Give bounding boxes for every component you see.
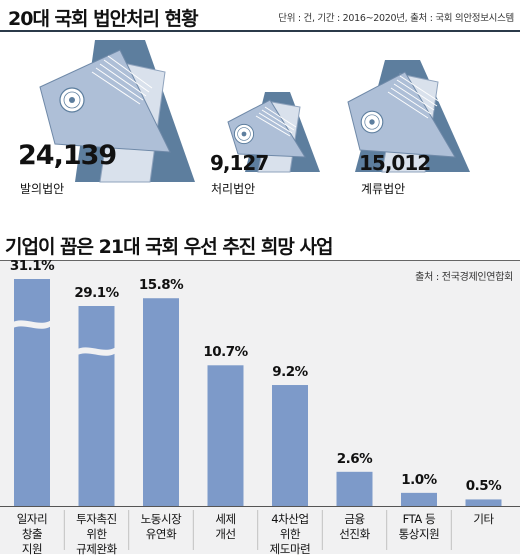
section1-title: 20대 국회 법안처리 현황 — [8, 8, 199, 30]
category-label: 투자촉진 위한 규제완화 — [76, 512, 117, 556]
section2-title: 기업이 꼽은 21대 국회 우선 추진 희망 사업 — [5, 236, 333, 258]
bar-value-label: 1.0% — [401, 471, 437, 488]
bar-value-label: 31.1% — [9, 258, 55, 274]
category-label: 노동시장 유연화 — [140, 512, 182, 541]
bar-value-label: 2.6% — [336, 450, 373, 467]
bar — [143, 298, 179, 506]
axis-break-mark — [75, 346, 118, 356]
section1-source: 단위 : 건, 기간 : 2016~2020년, 출처 : 국회 의안정보시스템 — [278, 13, 514, 24]
bar-value-label: 29.1% — [74, 285, 119, 301]
section1-divider — [0, 30, 520, 32]
folder-icon — [227, 92, 320, 173]
proposed-bills-count: 24,139 — [18, 140, 117, 171]
processed-bills-count: 9,127 — [210, 151, 269, 175]
pending-bills-count: 15,012 — [359, 151, 431, 175]
bar-value-label: 10.7% — [203, 344, 248, 361]
folder-icon — [39, 40, 195, 183]
folder-illustrations — [39, 40, 470, 183]
processed-bills-label: 처리법안 — [211, 182, 256, 196]
category-label: 세제 개선 — [215, 512, 236, 541]
bar-value-label: 9.2% — [272, 364, 308, 381]
bar — [207, 365, 244, 506]
bar — [272, 385, 308, 506]
pending-bills-label: 계류법안 — [361, 182, 406, 196]
bar — [78, 306, 115, 506]
bar — [401, 492, 437, 506]
bar — [14, 279, 50, 506]
bar-value-label: 0.5% — [465, 478, 502, 495]
bar-value-label: 15.8% — [138, 277, 184, 294]
bar — [336, 471, 373, 506]
category-label: FTA 등 통상지원 — [398, 512, 440, 541]
section2-source: 출처 : 전국경제인연합회 — [415, 272, 513, 283]
bar — [465, 499, 502, 506]
category-label: 4차산업 위한 제도마련 — [269, 512, 311, 556]
category-label: 일자리 창출 지원 — [16, 512, 48, 556]
category-label: 기타 — [473, 512, 494, 526]
axis-break-mark — [11, 319, 53, 329]
folder-icon — [347, 60, 470, 173]
proposed-bills-label: 발의법안 — [20, 182, 65, 196]
category-label: 금융 선진화 — [339, 512, 370, 541]
